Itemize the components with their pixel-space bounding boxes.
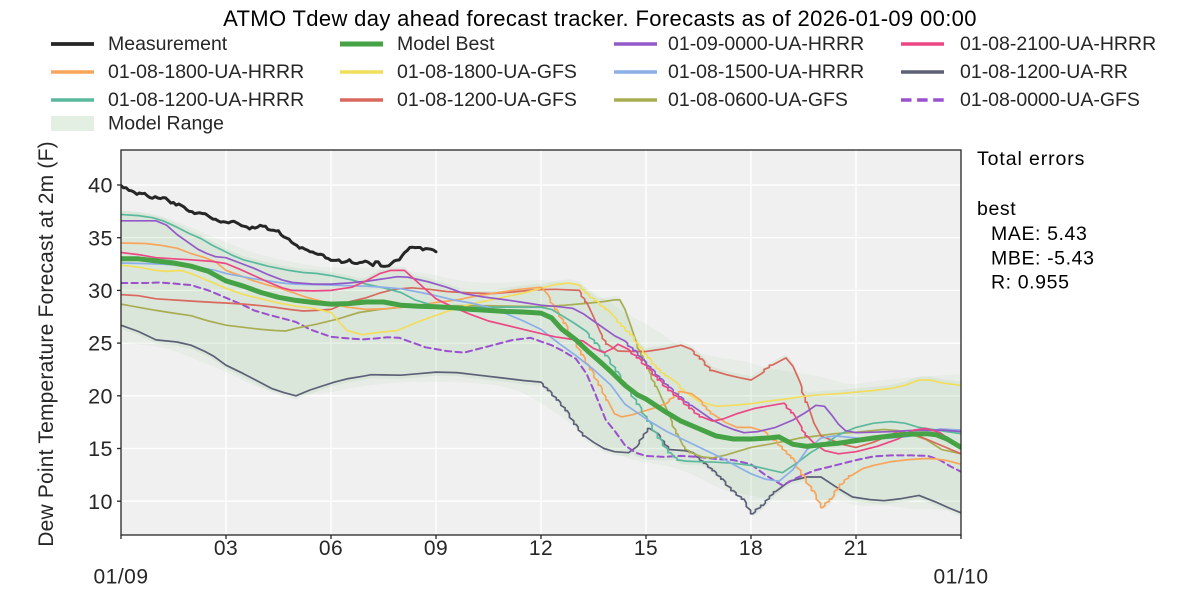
- svg-text:35: 35: [88, 226, 113, 250]
- svg-text:01-08-1800-UA-HRRR: 01-08-1800-UA-HRRR: [108, 61, 304, 83]
- svg-text:01-08-1200-UA-HRRR: 01-08-1200-UA-HRRR: [108, 89, 304, 111]
- svg-text:ATMO Tdew day ahead forecast t: ATMO Tdew day ahead forecast tracker. Fo…: [223, 6, 977, 31]
- svg-text:01/09: 01/09: [93, 566, 148, 589]
- svg-text:15: 15: [88, 437, 113, 461]
- svg-text:best: best: [977, 198, 1016, 220]
- svg-text:Model Range: Model Range: [108, 113, 224, 135]
- svg-text:09: 09: [424, 537, 448, 560]
- svg-text:01-08-0600-UA-GFS: 01-08-0600-UA-GFS: [668, 89, 848, 111]
- svg-text:01-08-1200-UA-GFS: 01-08-1200-UA-GFS: [397, 89, 577, 111]
- svg-text:MAE: 5.43: MAE: 5.43: [991, 223, 1087, 245]
- svg-text:01/10: 01/10: [933, 566, 988, 589]
- svg-text:15: 15: [634, 537, 658, 560]
- svg-text:40: 40: [88, 174, 113, 198]
- svg-text:01-08-1800-UA-GFS: 01-08-1800-UA-GFS: [397, 61, 577, 83]
- svg-text:Total errors: Total errors: [977, 148, 1085, 170]
- svg-text:01-09-0000-UA-HRRR: 01-09-0000-UA-HRRR: [668, 33, 864, 55]
- svg-text:12: 12: [529, 537, 553, 560]
- svg-text:01-08-1200-UA-RR: 01-08-1200-UA-RR: [960, 61, 1128, 83]
- svg-text:01-08-1500-UA-HRRR: 01-08-1500-UA-HRRR: [668, 61, 864, 83]
- svg-text:18: 18: [739, 537, 763, 560]
- svg-text:03: 03: [214, 537, 238, 560]
- svg-text:MBE: -5.43: MBE: -5.43: [991, 248, 1095, 270]
- svg-text:30: 30: [88, 279, 113, 303]
- svg-text:10: 10: [88, 490, 113, 514]
- svg-text:R: 0.955: R: 0.955: [991, 272, 1070, 294]
- svg-text:Measurement: Measurement: [108, 33, 228, 55]
- svg-text:Model Best: Model Best: [397, 33, 495, 55]
- svg-text:06: 06: [319, 537, 343, 560]
- svg-text:20: 20: [88, 384, 113, 408]
- svg-text:01-08-0000-UA-GFS: 01-08-0000-UA-GFS: [960, 89, 1140, 111]
- svg-text:21: 21: [844, 537, 868, 560]
- svg-text:Dew Point Temperature Forecast: Dew Point Temperature Forecast at 2m (F): [35, 141, 58, 547]
- svg-text:25: 25: [88, 332, 113, 356]
- svg-text:01-08-2100-UA-HRRR: 01-08-2100-UA-HRRR: [960, 33, 1156, 55]
